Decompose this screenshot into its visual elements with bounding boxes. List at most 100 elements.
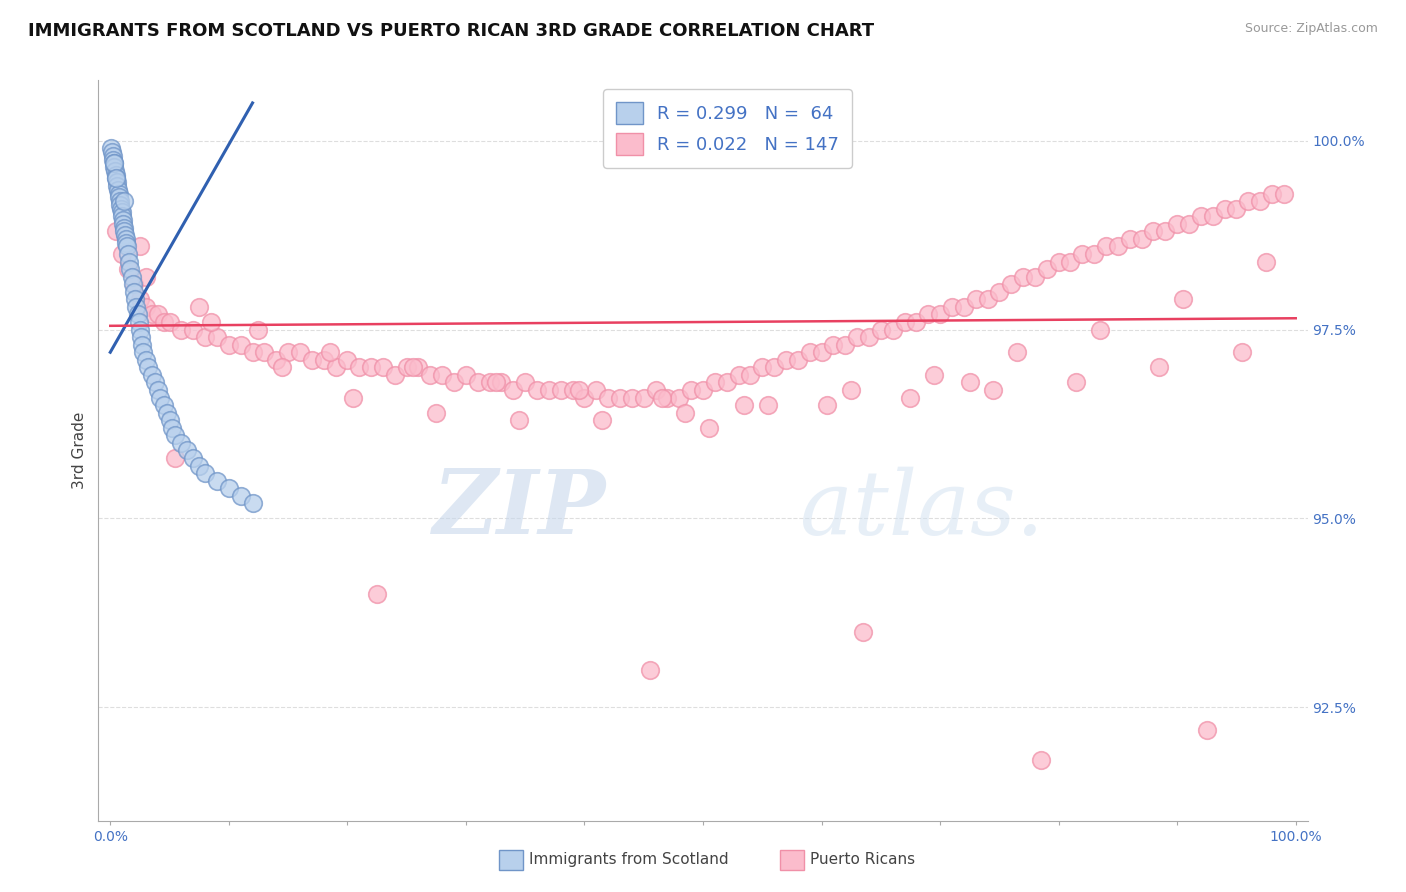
Point: [205, 330, 228, 344]
Point: [135, 269, 157, 284]
Point: [312, 352, 335, 367]
Point: [644, 383, 666, 397]
Point: [537, 383, 560, 397]
Point: [917, 308, 939, 322]
Point: [105, 179, 128, 194]
Point: [342, 391, 364, 405]
Point: [1189, 209, 1212, 223]
Point: [432, 368, 454, 382]
Point: [111, 209, 134, 223]
Point: [114, 194, 136, 209]
Point: [1059, 254, 1081, 268]
Point: [117, 247, 139, 261]
Point: [561, 383, 583, 397]
Point: [143, 376, 166, 390]
Point: [136, 360, 159, 375]
Text: IMMIGRANTS FROM SCOTLAND VS PUERTO RICAN 3RD GRADE CORRELATION CHART: IMMIGRANTS FROM SCOTLAND VS PUERTO RICAN…: [28, 22, 875, 40]
Text: atlas.: atlas.: [800, 467, 1043, 553]
Point: [159, 413, 181, 427]
Point: [129, 293, 152, 307]
Text: Puerto Ricans: Puerto Ricans: [810, 853, 915, 867]
Point: [347, 360, 370, 375]
Point: [247, 322, 270, 336]
Point: [1083, 247, 1105, 261]
Point: [188, 300, 211, 314]
Point: [110, 202, 132, 216]
Point: [650, 391, 672, 405]
Point: [115, 235, 138, 250]
Point: [188, 458, 211, 473]
Point: [181, 322, 204, 336]
Point: [657, 391, 679, 405]
Point: [205, 474, 228, 488]
Point: [751, 360, 773, 375]
Point: [122, 277, 145, 292]
Point: [160, 421, 183, 435]
Point: [141, 308, 163, 322]
Point: [922, 368, 945, 382]
Point: [107, 186, 129, 201]
Point: [112, 220, 135, 235]
Point: [1036, 262, 1059, 277]
Point: [1261, 186, 1284, 201]
Point: [105, 171, 128, 186]
Text: Source: ZipAtlas.com: Source: ZipAtlas.com: [1244, 22, 1378, 36]
Point: [194, 330, 217, 344]
Point: [264, 352, 287, 367]
Point: [1232, 345, 1254, 359]
Point: [360, 360, 382, 375]
Point: [952, 300, 974, 314]
Point: [681, 383, 703, 397]
Point: [692, 383, 714, 397]
Point: [105, 175, 128, 189]
Point: [103, 153, 125, 167]
Point: [277, 345, 299, 359]
Point: [218, 481, 240, 495]
Point: [869, 322, 891, 336]
Point: [502, 383, 524, 397]
Point: [1088, 322, 1111, 336]
Point: [121, 269, 143, 284]
Point: [242, 345, 264, 359]
Point: [135, 300, 157, 314]
Point: [114, 228, 136, 243]
Point: [301, 352, 323, 367]
Point: [111, 247, 134, 261]
Point: [103, 156, 125, 170]
Point: [756, 398, 779, 412]
Point: [740, 368, 762, 382]
Point: [318, 345, 340, 359]
Point: [401, 360, 423, 375]
Point: [786, 352, 808, 367]
Point: [253, 345, 276, 359]
Point: [1171, 293, 1194, 307]
Point: [107, 183, 129, 197]
Point: [152, 398, 174, 412]
Point: [200, 315, 222, 329]
Point: [384, 368, 406, 382]
Point: [638, 663, 661, 677]
Point: [1029, 753, 1052, 767]
Point: [111, 213, 134, 227]
Point: [1071, 247, 1094, 261]
Point: [146, 308, 169, 322]
Point: [110, 205, 132, 219]
Point: [152, 315, 174, 329]
Point: [620, 391, 643, 405]
Point: [834, 337, 856, 351]
Y-axis label: 3rd Grade: 3rd Grade: [72, 412, 87, 489]
Point: [550, 383, 572, 397]
Point: [229, 489, 252, 503]
Point: [574, 391, 596, 405]
Point: [1272, 186, 1295, 201]
Point: [101, 149, 124, 163]
Point: [288, 345, 311, 359]
Text: Immigrants from Scotland: Immigrants from Scotland: [529, 853, 728, 867]
Point: [823, 337, 845, 351]
Point: [110, 198, 132, 212]
Point: [146, 383, 169, 397]
Point: [336, 352, 359, 367]
Point: [1130, 232, 1153, 246]
Point: [976, 293, 998, 307]
Text: ZIP: ZIP: [433, 467, 606, 553]
